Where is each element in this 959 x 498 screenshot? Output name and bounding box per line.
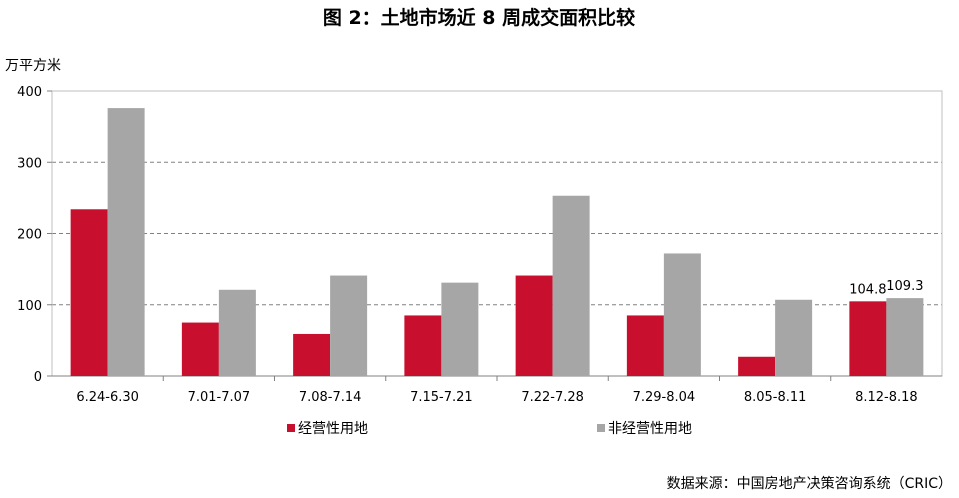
chart-title: 图 2：土地市场近 8 周成交面积比较 — [323, 6, 635, 29]
bar-non-operating-0 — [107, 108, 145, 376]
bar-operating-0 — [70, 209, 108, 376]
bar-operating-3 — [404, 315, 442, 376]
bar-operating-5 — [626, 315, 664, 376]
bar-non-operating-4 — [552, 195, 590, 376]
bar-non-operating-2 — [330, 275, 368, 376]
bar-operating-4 — [515, 275, 553, 376]
y-tick-label-200: 200 — [17, 228, 42, 243]
legend-swatch-1 — [597, 424, 605, 432]
x-tick-label-0: 6.24-6.30 — [76, 390, 139, 405]
x-tick-label-3: 7.15-7.21 — [410, 390, 473, 405]
bar-non-operating-7 — [886, 298, 924, 376]
y-tick-label-100: 100 — [17, 299, 42, 314]
bar-non-operating-3 — [441, 282, 479, 376]
x-tick-label-1: 7.01-7.07 — [188, 390, 251, 405]
source-note: 数据来源：中国房地产决策咨询系统（CRIC） — [667, 475, 952, 492]
y-tick-label-400: 400 — [17, 85, 42, 100]
x-tick-label-4: 7.22-7.28 — [521, 390, 584, 405]
bars — [70, 108, 924, 376]
legend: 经营性用地 非经营性用地 — [287, 421, 692, 437]
bar-non-operating-5 — [663, 253, 701, 376]
x-tick-label-7: 8.12-8.18 — [855, 390, 918, 405]
y-axis-unit: 万平方米 — [5, 58, 61, 74]
bar-operating-6 — [738, 356, 776, 376]
x-tick-label-5: 7.29-8.04 — [633, 390, 696, 405]
data-labels: 104.8 109.3 — [849, 279, 923, 297]
bar-operating-1 — [181, 322, 219, 376]
legend-label-1: 非经营性用地 — [608, 421, 692, 437]
legend-swatch-0 — [287, 424, 295, 432]
bar-non-operating-1 — [218, 289, 256, 376]
x-tick-label-6: 8.05-8.11 — [744, 390, 807, 405]
grid-lines — [52, 161, 942, 306]
x-tick-label-2: 7.08-7.14 — [299, 390, 362, 405]
legend-label-0: 经营性用地 — [298, 421, 368, 437]
data-label-0: 104.8 — [849, 282, 886, 297]
bar-non-operating-6 — [775, 299, 813, 376]
y-tick-label-0: 0 — [34, 370, 42, 385]
axes: 0 100 200 300 400 6.24-6.30 7.01-7.07 7.08-7.14… — [17, 85, 943, 405]
bar-operating-7 — [849, 301, 887, 376]
bar-operating-2 — [293, 333, 331, 376]
data-label-1: 109.3 — [886, 279, 923, 294]
y-tick-label-300: 300 — [17, 156, 42, 171]
